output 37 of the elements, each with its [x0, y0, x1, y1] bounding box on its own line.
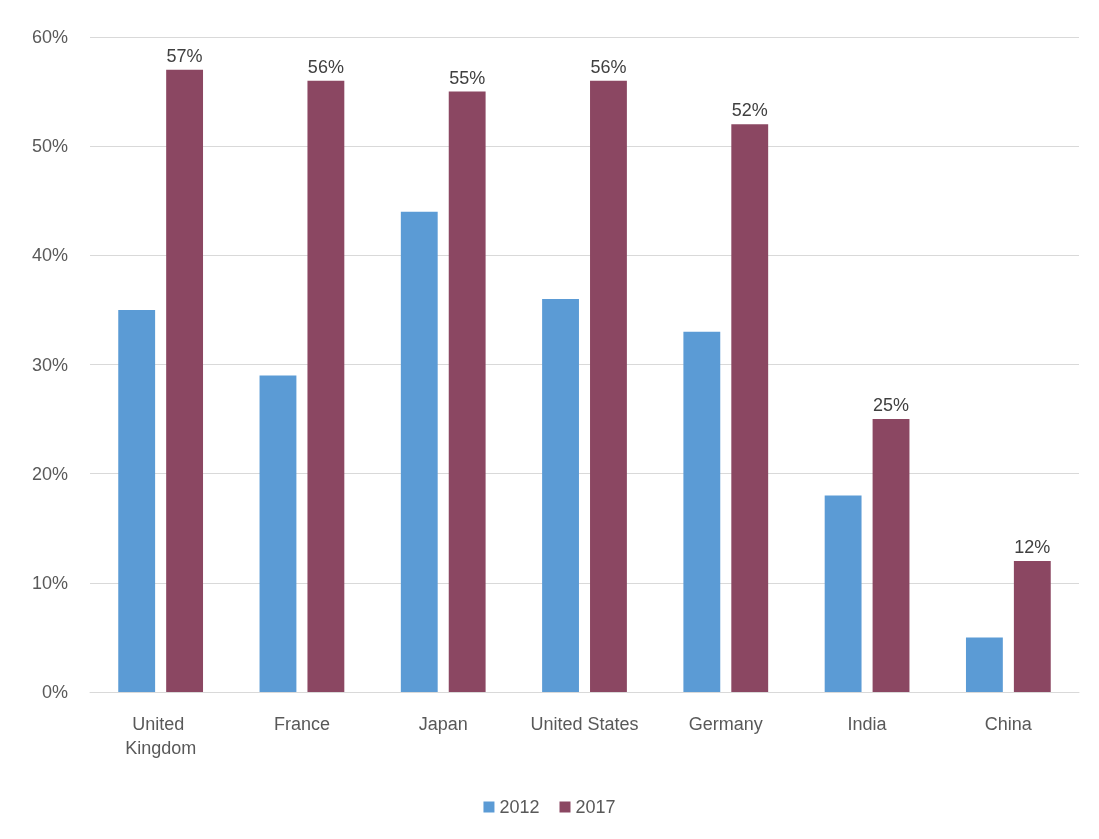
bar: [1013, 561, 1051, 692]
data-label: 55%: [449, 67, 486, 88]
bar: [448, 91, 486, 692]
bar: [683, 331, 721, 692]
bar: [542, 299, 579, 692]
x-tick-label: Germany: [688, 714, 763, 734]
x-tick-label: United Kingdom: [125, 714, 197, 758]
bar: [118, 309, 156, 692]
bar: [731, 124, 769, 692]
data-label: 12%: [1014, 537, 1051, 557]
x-tick-label: India: [847, 714, 888, 734]
y-tick-label: 10%: [31, 572, 68, 593]
data-label: 57%: [166, 45, 203, 66]
y-tick-label: 0%: [41, 682, 68, 702]
legend-label: 2017: [575, 797, 616, 817]
data-label: 25%: [873, 395, 910, 416]
x-tick-label: United States: [530, 714, 639, 734]
x-tick-label: China: [984, 714, 1033, 734]
y-tick-label: 60%: [31, 27, 68, 47]
bar: [965, 637, 1003, 692]
bar: [824, 495, 862, 692]
bar: [307, 80, 345, 692]
x-tick-label: France: [273, 714, 330, 734]
bar: [590, 80, 627, 692]
data-label: 52%: [731, 100, 768, 121]
y-tick-label: 40%: [31, 245, 68, 266]
data-label: 56%: [307, 56, 344, 77]
bar: [259, 375, 297, 692]
bar: [166, 69, 204, 692]
x-tick-label: Japan: [418, 714, 468, 734]
bar: [400, 211, 438, 692]
y-tick-label: 30%: [31, 354, 68, 375]
y-tick-label: 50%: [31, 136, 68, 157]
data-label: 56%: [590, 56, 627, 77]
bar: [872, 419, 910, 692]
legend-label: 2012: [499, 797, 540, 817]
y-tick-label: 20%: [31, 463, 68, 484]
